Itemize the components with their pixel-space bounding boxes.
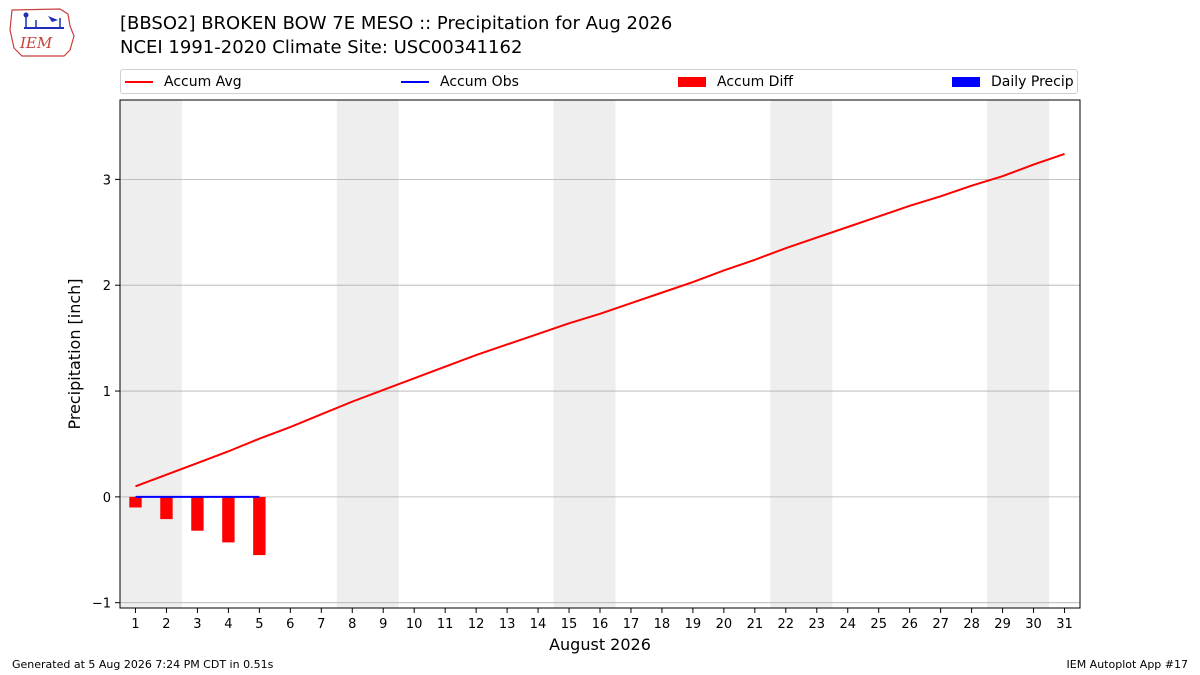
x-tick-label-18: 19: [685, 617, 702, 632]
x-tick-label-27: 28: [963, 617, 980, 632]
y-axis-label: Precipitation [inch]: [65, 278, 84, 429]
x-tick-label-3: 4: [224, 617, 232, 632]
chart-title: [BBSO2] BROKEN BOW 7E MESO :: Precipitat…: [120, 13, 673, 34]
legend-label-accum-diff: Accum Diff: [717, 74, 794, 90]
x-axis-label: August 2026: [549, 635, 651, 654]
iem-logo: IEM: [9, 8, 75, 57]
y-tick-label-2: 1: [103, 385, 111, 400]
x-tick-label-6: 7: [317, 617, 325, 632]
x-tick-label-9: 10: [406, 617, 423, 632]
y-tick-label-1: 0: [103, 491, 111, 506]
legend-item-accum-diff: Accum Diff: [678, 73, 793, 91]
svg-text:IEM: IEM: [19, 34, 53, 52]
bar-accum-diff-1: [129, 496, 142, 508]
x-tick-label-15: 16: [592, 617, 609, 632]
app-credit: IEM Autoplot App #17: [1066, 658, 1189, 671]
x-tick-label-26: 27: [932, 617, 949, 632]
legend-label-daily-precip: Daily Precip: [991, 74, 1074, 90]
x-tick-label-0: 1: [131, 617, 139, 632]
x-tick-label-4: 5: [255, 617, 263, 632]
legend-item-accum-obs: Accum Obs: [401, 73, 519, 91]
generated-timestamp: Generated at 5 Aug 2026 7:24 PM CDT in 0…: [12, 658, 274, 671]
x-tick-label-20: 21: [747, 617, 764, 632]
legend-label-accum-avg: Accum Avg: [164, 74, 242, 90]
x-tick-label-12: 13: [499, 617, 516, 632]
x-tick-label-28: 29: [994, 617, 1011, 632]
x-tick-label-23: 24: [839, 617, 856, 632]
legend-item-accum-avg: Accum Avg: [125, 73, 242, 91]
legend-swatch-accum-diff: [678, 77, 706, 87]
weekend-band-1: [336, 100, 399, 608]
x-tick-label-13: 14: [530, 617, 547, 632]
x-tick-label-25: 26: [901, 617, 918, 632]
legend-swatch-daily-precip: [952, 77, 980, 87]
x-tick-label-10: 11: [437, 617, 454, 632]
legend-item-daily-precip: Daily Precip: [952, 73, 1074, 91]
weekend-shading: [120, 100, 1050, 608]
bar-accum-diff-3: [191, 496, 204, 531]
chart-subtitle: NCEI 1991-2020 Climate Site: USC00341162: [120, 37, 523, 58]
y-tick-label-3: 2: [103, 279, 111, 294]
x-tick-label-29: 30: [1025, 617, 1042, 632]
x-tick-label-14: 15: [561, 617, 578, 632]
legend-swatch-accum-obs: [401, 81, 429, 83]
x-tick-label-1: 2: [162, 617, 170, 632]
bar-accum-diff-4: [222, 496, 235, 543]
x-tick-label-2: 3: [193, 617, 201, 632]
weekend-band-4: [987, 100, 1050, 608]
y-tick-label-4: 3: [103, 173, 111, 188]
bar-accum-diff-2: [160, 496, 173, 520]
x-tick-label-8: 9: [379, 617, 387, 632]
x-tick-label-17: 18: [654, 617, 671, 632]
x-tick-label-30: 31: [1056, 617, 1073, 632]
weekend-band-2: [553, 100, 616, 608]
x-tick-label-16: 17: [623, 617, 640, 632]
x-tick-label-11: 12: [468, 617, 485, 632]
line-accum-avg: [135, 153, 1065, 488]
x-tick-label-5: 6: [286, 617, 294, 632]
x-tick-label-21: 22: [778, 617, 795, 632]
gridlines: [120, 178, 1080, 604]
x-tick-label-24: 25: [870, 617, 887, 632]
diff-bars: [129, 496, 266, 556]
weekend-band-0: [120, 100, 182, 608]
x-tick-label-7: 8: [348, 617, 356, 632]
y-tick-label-0: −1: [92, 597, 111, 612]
legend-label-accum-obs: Accum Obs: [440, 74, 519, 90]
series-lines: [135, 153, 1065, 498]
x-tick-label-19: 20: [716, 617, 733, 632]
bar-accum-diff-5: [253, 496, 266, 556]
chart-legend: Accum Avg Accum Obs Accum Diff Daily Pre…: [120, 69, 1078, 94]
weekend-band-3: [770, 100, 833, 608]
x-tick-label-22: 23: [809, 617, 826, 632]
legend-swatch-accum-avg: [125, 81, 153, 83]
